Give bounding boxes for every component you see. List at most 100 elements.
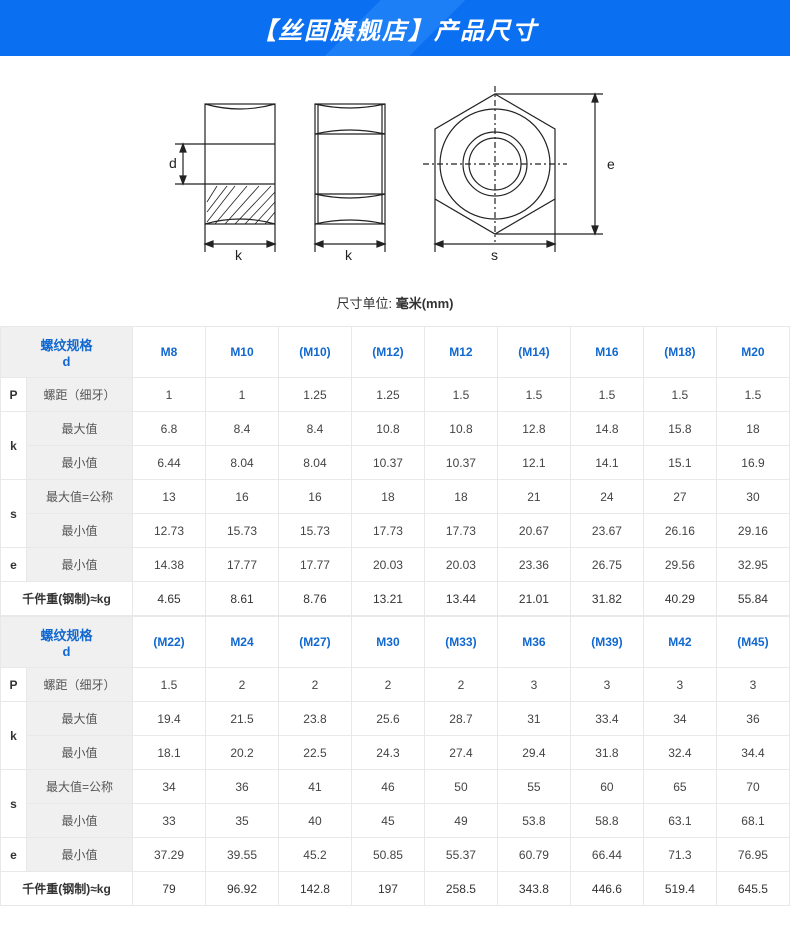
value-cell: 96.92: [206, 872, 279, 906]
value-cell: 76.95: [716, 838, 789, 872]
value-cell: 8.4: [206, 412, 279, 446]
value-cell: 50: [424, 770, 497, 804]
value-cell: 55.37: [424, 838, 497, 872]
value-cell: 19.4: [133, 702, 206, 736]
value-cell: 1.5: [716, 378, 789, 412]
size-cell: M24: [206, 617, 279, 668]
value-cell: 26.16: [643, 514, 716, 548]
spec-header: 螺纹规格d: [1, 617, 133, 668]
value-cell: 15.73: [278, 514, 351, 548]
row-label: 最小值: [27, 838, 133, 872]
value-cell: 17.73: [351, 514, 424, 548]
value-cell: 197: [351, 872, 424, 906]
value-cell: 1.5: [424, 378, 497, 412]
size-cell: (M27): [278, 617, 351, 668]
value-cell: 58.8: [570, 804, 643, 838]
value-cell: 8.76: [278, 582, 351, 616]
group-label: e: [1, 548, 27, 582]
value-cell: 4.65: [133, 582, 206, 616]
value-cell: 33.4: [570, 702, 643, 736]
value-cell: 35: [206, 804, 279, 838]
row-label: 最小值: [27, 736, 133, 770]
group-label: s: [1, 480, 27, 548]
value-cell: 10.37: [424, 446, 497, 480]
value-cell: 20.03: [351, 548, 424, 582]
value-cell: 20.2: [206, 736, 279, 770]
nut-diagram-svg: d k k: [135, 74, 655, 274]
diagram: d k k: [0, 56, 790, 287]
value-cell: 32.95: [716, 548, 789, 582]
value-cell: 12.73: [133, 514, 206, 548]
value-cell: 29.4: [497, 736, 570, 770]
value-cell: 63.1: [643, 804, 716, 838]
value-cell: 18: [716, 412, 789, 446]
value-cell: 45.2: [278, 838, 351, 872]
size-cell: M30: [351, 617, 424, 668]
row-label: 最大值: [27, 412, 133, 446]
row-label: 最小值: [27, 514, 133, 548]
size-cell: (M33): [424, 617, 497, 668]
value-cell: 25.6: [351, 702, 424, 736]
value-cell: 21: [497, 480, 570, 514]
value-cell: 34.4: [716, 736, 789, 770]
size-cell: (M18): [643, 327, 716, 378]
value-cell: 27.4: [424, 736, 497, 770]
row-label: 千件重(钢制)≈kg: [1, 582, 133, 616]
value-cell: 1.5: [570, 378, 643, 412]
value-cell: 16: [206, 480, 279, 514]
row-label: 螺距（细牙）: [27, 378, 133, 412]
value-cell: 13.44: [424, 582, 497, 616]
value-cell: 6.8: [133, 412, 206, 446]
value-cell: 14.38: [133, 548, 206, 582]
value-cell: 258.5: [424, 872, 497, 906]
value-cell: 1.5: [133, 668, 206, 702]
size-cell: M10: [206, 327, 279, 378]
value-cell: 33: [133, 804, 206, 838]
spec-table-1: 螺纹规格dM8M10(M10)(M12)M12(M14)M16(M18)M20P…: [0, 326, 790, 616]
group-label: k: [1, 702, 27, 770]
value-cell: 18: [424, 480, 497, 514]
value-cell: 21.01: [497, 582, 570, 616]
value-cell: 40: [278, 804, 351, 838]
value-cell: 15.8: [643, 412, 716, 446]
value-cell: 446.6: [570, 872, 643, 906]
label-k2: k: [345, 247, 353, 263]
row-label: 千件重(钢制)≈kg: [1, 872, 133, 906]
value-cell: 519.4: [643, 872, 716, 906]
value-cell: 2: [351, 668, 424, 702]
value-cell: 13: [133, 480, 206, 514]
value-cell: 31.8: [570, 736, 643, 770]
value-cell: 29.16: [716, 514, 789, 548]
value-cell: 3: [716, 668, 789, 702]
value-cell: 79: [133, 872, 206, 906]
value-cell: 8.04: [278, 446, 351, 480]
label-s: s: [491, 247, 498, 263]
value-cell: 27: [643, 480, 716, 514]
group-label: e: [1, 838, 27, 872]
value-cell: 3: [497, 668, 570, 702]
size-cell: (M45): [716, 617, 789, 668]
value-cell: 15.73: [206, 514, 279, 548]
value-cell: 17.77: [278, 548, 351, 582]
value-cell: 55: [497, 770, 570, 804]
value-cell: 24: [570, 480, 643, 514]
value-cell: 65: [643, 770, 716, 804]
group-label: P: [1, 668, 27, 702]
value-cell: 70: [716, 770, 789, 804]
value-cell: 14.8: [570, 412, 643, 446]
value-cell: 645.5: [716, 872, 789, 906]
unit-line: 尺寸单位: 毫米(mm): [0, 287, 790, 326]
value-cell: 68.1: [716, 804, 789, 838]
value-cell: 37.29: [133, 838, 206, 872]
banner: 【丝固旗舰店】产品尺寸: [0, 0, 790, 56]
value-cell: 71.3: [643, 838, 716, 872]
value-cell: 29.56: [643, 548, 716, 582]
value-cell: 53.8: [497, 804, 570, 838]
row-label: 最大值=公称: [27, 770, 133, 804]
value-cell: 3: [643, 668, 716, 702]
size-cell: M42: [643, 617, 716, 668]
value-cell: 31.82: [570, 582, 643, 616]
group-label: P: [1, 378, 27, 412]
row-label: 最大值: [27, 702, 133, 736]
value-cell: 30: [716, 480, 789, 514]
